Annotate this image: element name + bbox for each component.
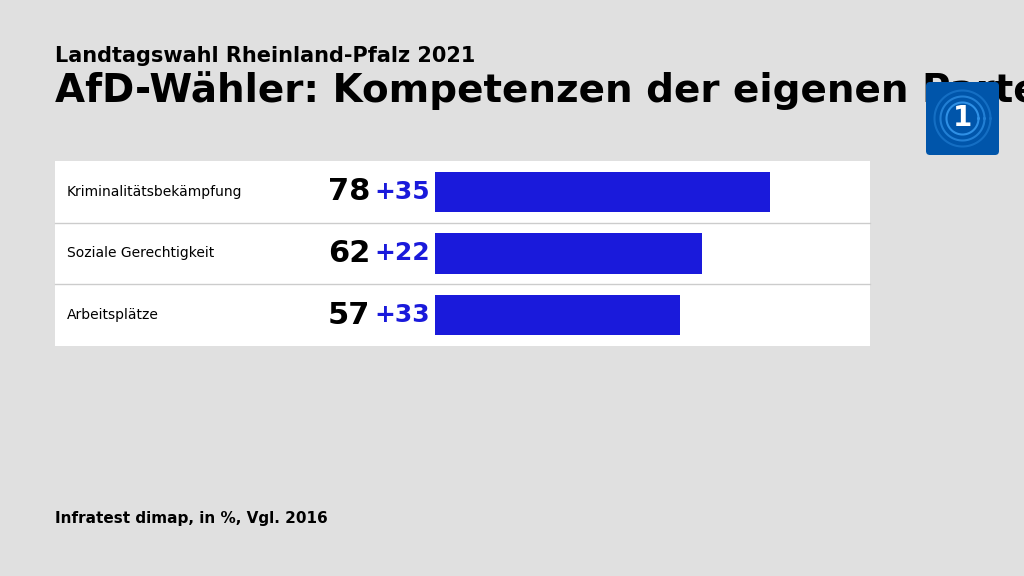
FancyBboxPatch shape	[55, 161, 870, 346]
Text: +33: +33	[375, 303, 430, 327]
FancyBboxPatch shape	[435, 295, 680, 335]
Text: Kriminalitätsbekämpfung: Kriminalitätsbekämpfung	[67, 185, 243, 199]
Text: AfD-Wähler: Kompetenzen der eigenen Partei: AfD-Wähler: Kompetenzen der eigenen Part…	[55, 71, 1024, 110]
Text: +35: +35	[375, 180, 430, 204]
Text: 1: 1	[953, 104, 972, 132]
FancyBboxPatch shape	[926, 82, 999, 155]
Text: Infratest dimap, in %, Vgl. 2016: Infratest dimap, in %, Vgl. 2016	[55, 511, 328, 526]
FancyBboxPatch shape	[435, 172, 770, 212]
Text: 78: 78	[328, 177, 370, 206]
Text: +22: +22	[375, 241, 430, 266]
FancyBboxPatch shape	[435, 233, 701, 274]
Text: Landtagswahl Rheinland-Pfalz 2021: Landtagswahl Rheinland-Pfalz 2021	[55, 46, 475, 66]
Text: Soziale Gerechtigkeit: Soziale Gerechtigkeit	[67, 247, 214, 260]
Text: 62: 62	[328, 239, 370, 268]
Text: 57: 57	[328, 301, 370, 329]
Text: Arbeitsplätze: Arbeitsplätze	[67, 308, 159, 322]
